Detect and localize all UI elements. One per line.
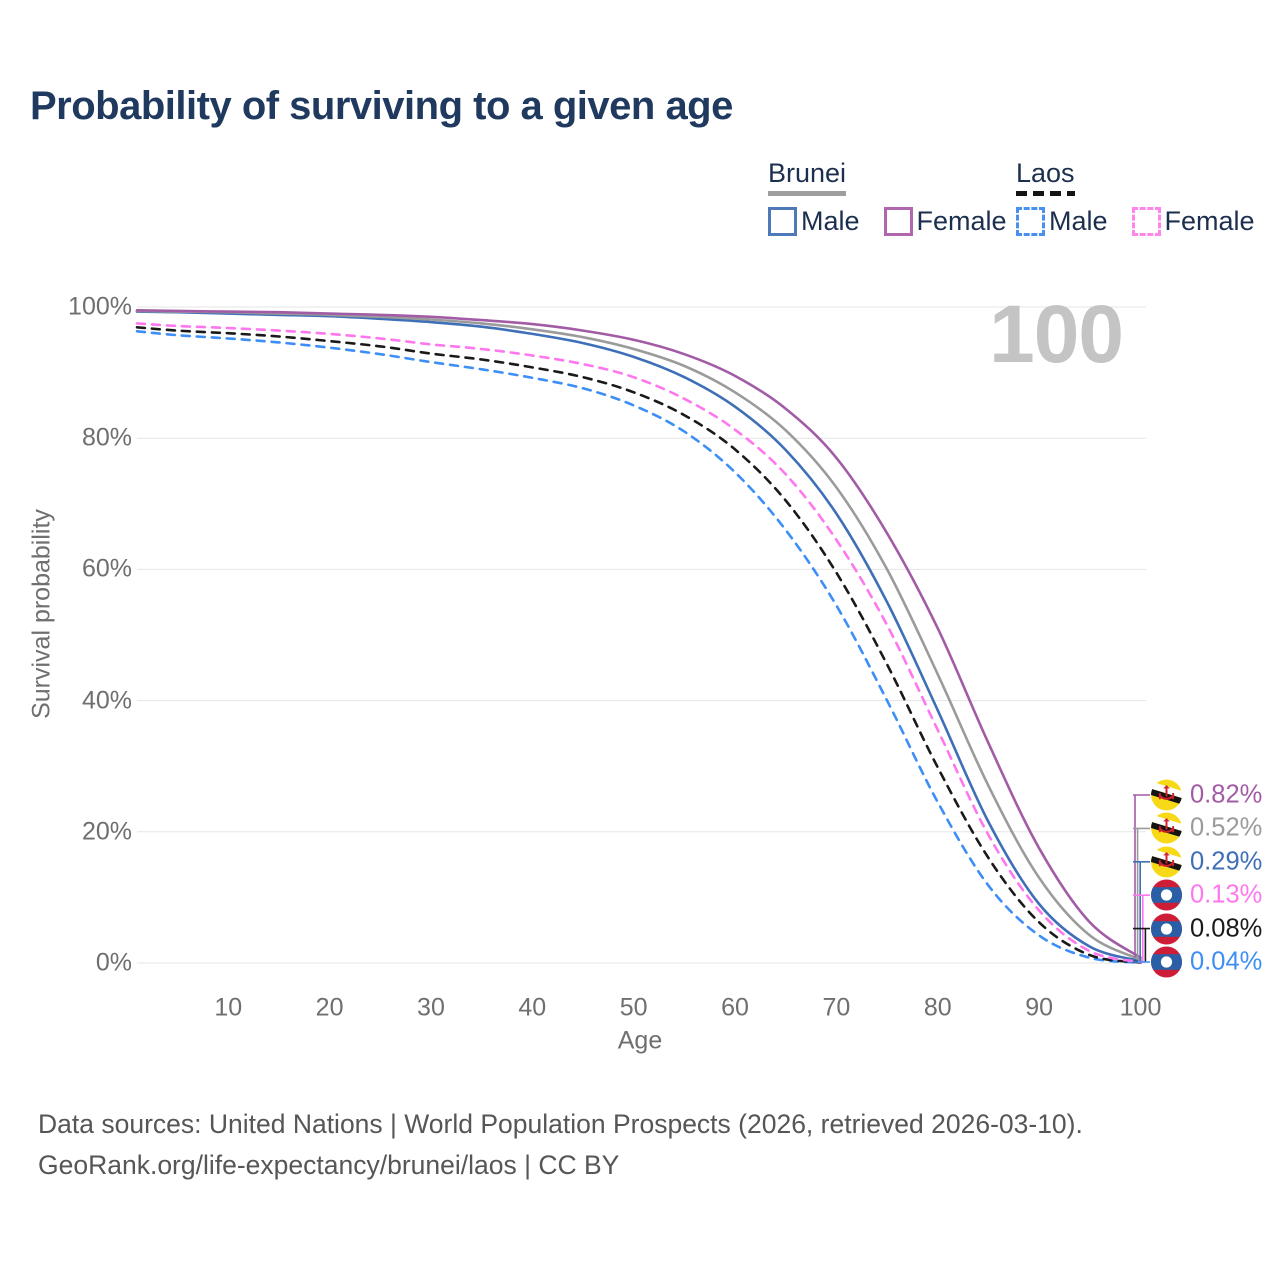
- x-tick-label: 10: [214, 993, 243, 1022]
- x-tick-label: 50: [619, 993, 648, 1022]
- legend-header-laos[interactable]: Laos: [1016, 160, 1075, 196]
- legend-item-laos-male[interactable]: Male: [1016, 206, 1108, 237]
- curve-brunei-female[interactable]: [135, 309, 1142, 959]
- flag-brunei-icon: [1151, 779, 1182, 811]
- legend-swatch-laos-female: [1131, 206, 1161, 236]
- source-url-text[interactable]: GeoRank.org/life-expectancy/brunei/laos …: [38, 1150, 620, 1180]
- laos-flag: [1151, 913, 1182, 945]
- legend-swatch-laos-male: [1016, 206, 1045, 236]
- flag-laos-icon: [1151, 913, 1182, 945]
- curve-laos-female[interactable]: [135, 322, 1142, 964]
- y-tick-label: 40%: [81, 686, 132, 715]
- flag-laos-icon: [1151, 946, 1182, 978]
- x-tick-label: 100: [1119, 993, 1162, 1022]
- curve-laos-all[interactable]: [135, 326, 1142, 964]
- brunei-flag: [1151, 846, 1182, 878]
- x-tick-label: 80: [923, 993, 952, 1022]
- legend-item-label: Male: [1049, 205, 1108, 236]
- survival-chart[interactable]: [0, 0, 1280, 1080]
- x-tick-label: 30: [417, 993, 445, 1022]
- y-tick-label: 60%: [81, 554, 132, 583]
- legend-header-label: Brunei: [768, 158, 847, 188]
- footer: Data sources: United Nations | World Pop…: [38, 1104, 1083, 1186]
- legend-item-brunei-female[interactable]: Female: [883, 205, 1007, 237]
- end-label-value: 0.29%: [1190, 847, 1263, 876]
- legend-item-brunei-male[interactable]: Male: [768, 206, 860, 237]
- x-tick-label: 40: [518, 993, 547, 1022]
- end-label-value: 0.52%: [1190, 813, 1263, 842]
- x-axis-title: Age: [617, 1026, 663, 1055]
- legend-item-laos-female[interactable]: Female: [1131, 205, 1255, 237]
- brunei-flag: [1151, 812, 1182, 844]
- y-tick-label: 100%: [68, 292, 132, 321]
- page-title: Probability of surviving to a given age: [30, 84, 733, 128]
- legend-item-label: Female: [916, 205, 1007, 236]
- legend-header-label: Laos: [1016, 158, 1075, 188]
- legend-swatch-brunei-female: [883, 206, 913, 236]
- end-label-value: 0.82%: [1190, 780, 1263, 809]
- end-label-value: 0.08%: [1190, 914, 1263, 943]
- legend-underline-solid: [768, 191, 847, 196]
- y-tick-label: 20%: [81, 817, 132, 846]
- legend-group-brunei: Brunei Male Female: [768, 160, 1007, 237]
- legend-header-brunei[interactable]: Brunei: [768, 158, 847, 196]
- legend-item-label: Male: [801, 205, 860, 236]
- legend-underline-dashed: [1016, 191, 1075, 196]
- x-tick-label: 20: [315, 993, 344, 1022]
- flag-brunei-icon: [1151, 846, 1182, 878]
- data-sources-text: Data sources: United Nations | World Pop…: [38, 1109, 1083, 1139]
- y-tick-label: 0%: [95, 948, 132, 977]
- y-axis-title: Survival probability: [27, 509, 56, 719]
- y-tick-label: 80%: [81, 423, 132, 452]
- curve-laos-male[interactable]: [135, 330, 1142, 964]
- x-tick-label: 90: [1025, 993, 1054, 1022]
- x-tick-label: 70: [822, 993, 851, 1022]
- laos-flag: [1151, 879, 1182, 911]
- brunei-flag: [1151, 779, 1182, 811]
- flag-laos-icon: [1151, 879, 1182, 911]
- legend-swatch-brunei-male: [768, 206, 797, 236]
- legend-group-laos: Laos Male Female: [1016, 160, 1255, 237]
- legend-item-label: Female: [1164, 205, 1255, 236]
- end-label-value: 0.04%: [1190, 947, 1263, 976]
- flag-brunei-icon: [1151, 812, 1182, 844]
- laos-flag: [1151, 946, 1182, 978]
- end-label-value: 0.13%: [1190, 880, 1263, 909]
- age-watermark: 100: [989, 289, 1124, 380]
- curve-brunei-male[interactable]: [135, 310, 1142, 963]
- x-tick-label: 60: [721, 993, 749, 1022]
